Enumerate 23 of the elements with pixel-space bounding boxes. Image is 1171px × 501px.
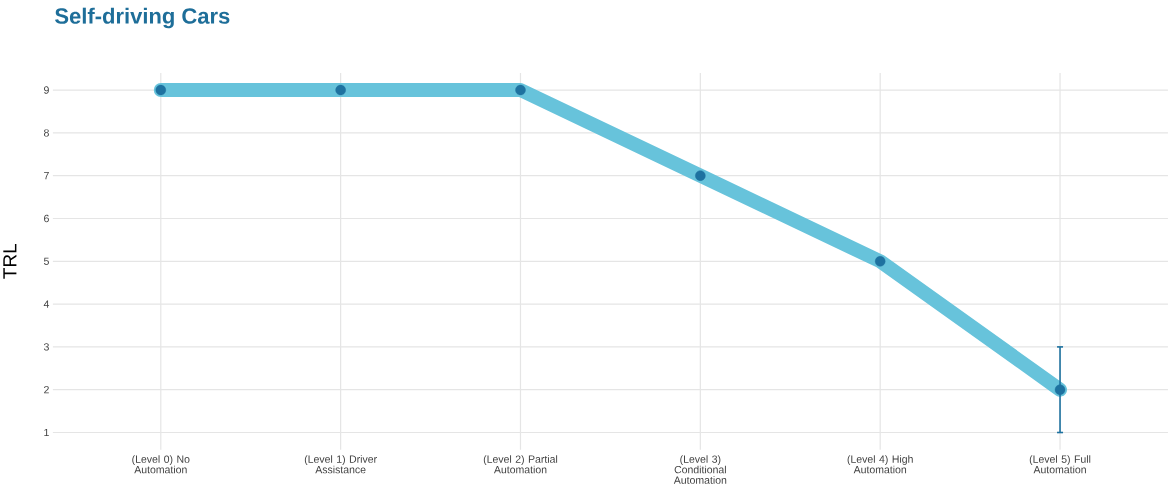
point bbox=[695, 170, 706, 182]
x-tick-label: (Level 3) Conditional Automation bbox=[673, 455, 727, 485]
point bbox=[1054, 384, 1066, 396]
y-tick-label: 4 bbox=[43, 300, 50, 308]
y-axis-title: TRL bbox=[3, 244, 17, 279]
x-tick-label: (Level 1) Driver Assistance bbox=[304, 455, 377, 474]
x-tick-label: (Level 0) No Automation bbox=[132, 455, 190, 474]
y-tick-label: 5 bbox=[43, 257, 49, 266]
point bbox=[335, 85, 346, 96]
point bbox=[874, 256, 886, 267]
point bbox=[155, 85, 166, 96]
y-tick-label: 7 bbox=[44, 172, 49, 180]
chart-title: Self-driving Cars bbox=[55, 7, 230, 29]
y-tick-label: 8 bbox=[43, 129, 49, 137]
x-tick-label: (Level 5) Full Automation bbox=[1029, 455, 1091, 474]
y-tick-label: 1 bbox=[44, 429, 49, 437]
x-tick-label: (Level 4) High Automation bbox=[847, 455, 913, 474]
y-tick-label: 3 bbox=[43, 343, 49, 351]
y-tick-label: 9 bbox=[44, 86, 49, 94]
point bbox=[515, 85, 526, 96]
x-tick-label: (Level 2) Partial Automation bbox=[483, 455, 558, 474]
y-tick-label: 6 bbox=[44, 214, 49, 223]
y-tick-label: 2 bbox=[44, 386, 49, 394]
